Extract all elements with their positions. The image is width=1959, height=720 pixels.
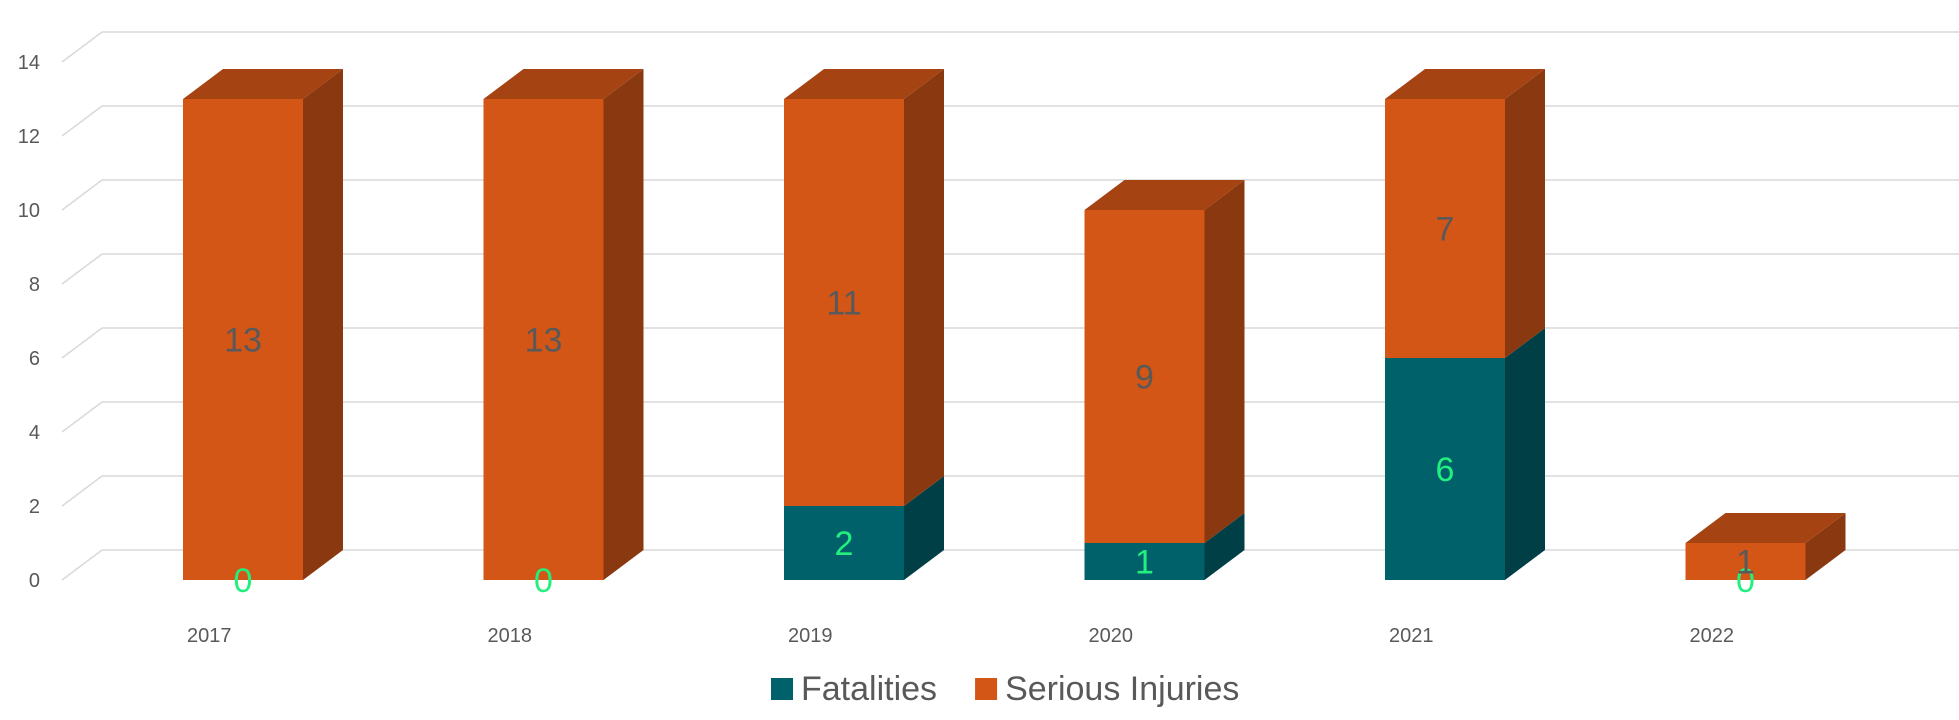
legend-label: Fatalities	[801, 670, 937, 708]
y-tick-label: 14	[18, 52, 40, 74]
x-tick-label: 2022	[1690, 625, 1735, 647]
data-label-fatalities-2021: 6	[1436, 451, 1455, 489]
bar-top-2017	[183, 69, 343, 99]
bar-side-serious-injuries-2019	[904, 69, 944, 506]
data-label-serious-injuries-2020: 9	[1135, 359, 1154, 397]
x-axis: 2017 2018 2019 2020 2021 2022	[187, 625, 1734, 647]
bar-side-serious-injuries-2021	[1505, 69, 1545, 358]
bar-side-fatalities-2019	[904, 476, 944, 580]
x-tick-label: 2020	[1089, 625, 1134, 647]
gridline-side	[61, 401, 103, 433]
gridline-side	[61, 475, 103, 507]
bar-fatalities-2021	[1385, 358, 1505, 580]
bar-serious-injuries-2022	[1685, 543, 1806, 580]
x-tick-label: 2021	[1389, 625, 1434, 647]
x-tick-label: 2019	[788, 625, 833, 647]
data-label-fatalities-2022: 0	[1736, 562, 1755, 600]
bar-side-serious-injuries-2020	[1204, 180, 1245, 543]
gridline-side	[61, 105, 103, 137]
bar-side-serious-injuries-2018	[603, 69, 644, 580]
gridline-side	[61, 253, 103, 285]
y-tick-label: 2	[29, 496, 40, 518]
bar-top-2022	[1685, 513, 1846, 543]
gridline-side	[61, 31, 103, 63]
legend: Fatalities Serious Injuries	[771, 670, 1239, 708]
bar-serious-injuries-2017	[183, 99, 303, 580]
legend-swatch	[771, 678, 793, 700]
y-tick-label: 6	[29, 348, 40, 370]
data-label-serious-injuries-2018: 13	[525, 322, 563, 360]
bar-serious-injuries-2020	[1084, 210, 1205, 543]
bars	[183, 69, 1846, 580]
legend-item-fatalities: Fatalities	[771, 670, 937, 708]
legend-swatch	[975, 678, 998, 700]
bar-serious-injuries-2021	[1385, 99, 1505, 358]
x-tick-label: 2017	[187, 625, 232, 647]
data-label-fatalities-2019: 2	[835, 525, 854, 563]
data-label-fatalities-2017: 0	[234, 562, 253, 600]
data-label-serious-injuries-2017: 13	[224, 322, 262, 360]
bar-serious-injuries-2019	[784, 99, 904, 506]
data-label-fatalities-2020: 1	[1135, 544, 1154, 582]
bar-fatalities-2019	[784, 506, 904, 580]
y-tick-label: 12	[18, 126, 40, 148]
bar-side-fatalities-2021	[1505, 328, 1545, 580]
data-label-serious-injuries-2022: 1	[1736, 544, 1755, 582]
bar-side-serious-injuries-2017	[303, 69, 343, 580]
bar-top-2018	[483, 69, 644, 99]
y-tick-label: 10	[18, 200, 40, 222]
bar-fatalities-2020	[1084, 543, 1205, 580]
gridlines	[61, 31, 1959, 581]
y-tick-label: 4	[29, 422, 40, 444]
bar-side-fatalities-2020	[1204, 513, 1245, 580]
data-label-serious-injuries-2021: 7	[1436, 211, 1455, 249]
bar-top-2021	[1385, 69, 1545, 99]
legend-label: Serious Injuries	[1005, 670, 1239, 708]
y-axis: 0 2 4 6 8 10 12 14	[18, 52, 40, 592]
legend-item-serious-injuries: Serious Injuries	[975, 670, 1239, 708]
gridline-side	[61, 549, 103, 581]
y-tick-label: 8	[29, 274, 40, 296]
gridline-side	[61, 327, 103, 359]
gridline-side	[61, 179, 103, 211]
x-tick-label: 2018	[488, 625, 533, 647]
bar-top-2020	[1084, 180, 1245, 210]
y-tick-label: 0	[29, 570, 40, 592]
bar-serious-injuries-2018	[483, 99, 604, 580]
bar-side-serious-injuries-2022	[1805, 513, 1846, 580]
bar-top-2019	[784, 69, 944, 99]
data-label-fatalities-2018: 0	[534, 562, 553, 600]
data-label-serious-injuries-2019: 11	[826, 285, 861, 323]
